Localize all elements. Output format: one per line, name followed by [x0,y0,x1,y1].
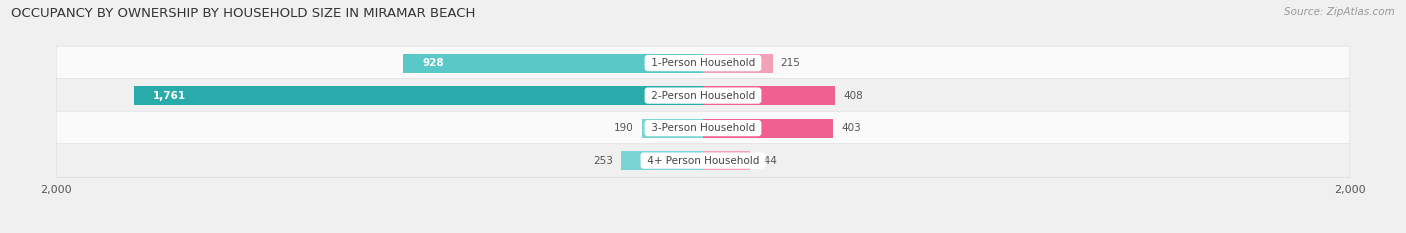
Bar [134,86,703,105]
Text: 215: 215 [780,58,800,68]
Text: 403: 403 [841,123,860,133]
Text: 2-Person Household: 2-Person Household [648,91,758,101]
FancyBboxPatch shape [56,144,1350,178]
Bar [703,151,749,170]
Text: 3-Person Household: 3-Person Household [648,123,758,133]
Text: 253: 253 [593,156,613,166]
Text: 1-Person Household: 1-Person Household [648,58,758,68]
Text: 928: 928 [422,58,444,68]
Text: 4+ Person Household: 4+ Person Household [644,156,762,166]
FancyBboxPatch shape [56,79,1350,113]
Bar [404,54,703,72]
Bar [703,86,835,105]
Text: Source: ZipAtlas.com: Source: ZipAtlas.com [1284,7,1395,17]
Text: 144: 144 [758,156,778,166]
Bar [641,119,703,137]
Bar [703,119,834,137]
Bar [703,54,772,72]
Text: OCCUPANCY BY OWNERSHIP BY HOUSEHOLD SIZE IN MIRAMAR BEACH: OCCUPANCY BY OWNERSHIP BY HOUSEHOLD SIZE… [11,7,475,20]
Bar [621,151,703,170]
Text: 408: 408 [844,91,863,101]
FancyBboxPatch shape [56,46,1350,80]
Text: 1,761: 1,761 [153,91,186,101]
FancyBboxPatch shape [56,111,1350,145]
Text: 190: 190 [614,123,634,133]
